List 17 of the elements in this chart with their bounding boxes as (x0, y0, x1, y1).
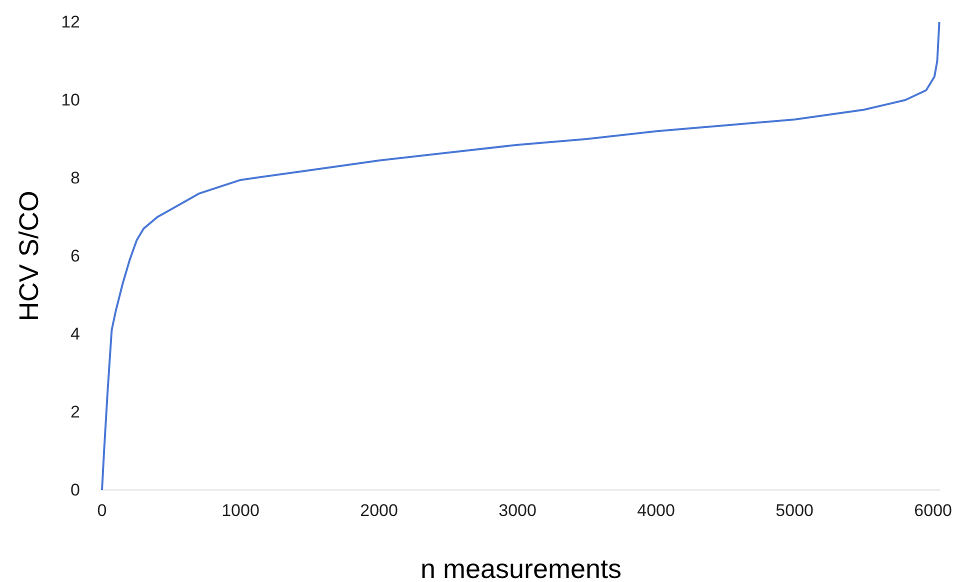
x-tick-label: 6000 (914, 501, 952, 520)
y-tick-label: 2 (70, 402, 80, 422)
y-tick-label: 8 (70, 168, 80, 188)
y-tick-label: 10 (61, 90, 80, 110)
x-tick-label: 2000 (360, 501, 398, 520)
y-tick-label: 0 (70, 480, 80, 500)
x-tick-label: 1000 (222, 501, 260, 520)
x-tick-label: 3000 (498, 501, 536, 520)
y-tick-label: 12 (61, 12, 80, 32)
y-tick-label: 4 (70, 324, 80, 344)
y-axis-title: HCV S/CO (14, 190, 44, 322)
x-tick-label: 0 (97, 501, 107, 520)
x-tick-label: 5000 (776, 501, 814, 520)
x-axis-title: n measurements (420, 554, 622, 582)
x-tick-label: 4000 (637, 501, 675, 520)
line-series (101, 21, 940, 491)
y-tick-label: 6 (70, 246, 80, 266)
